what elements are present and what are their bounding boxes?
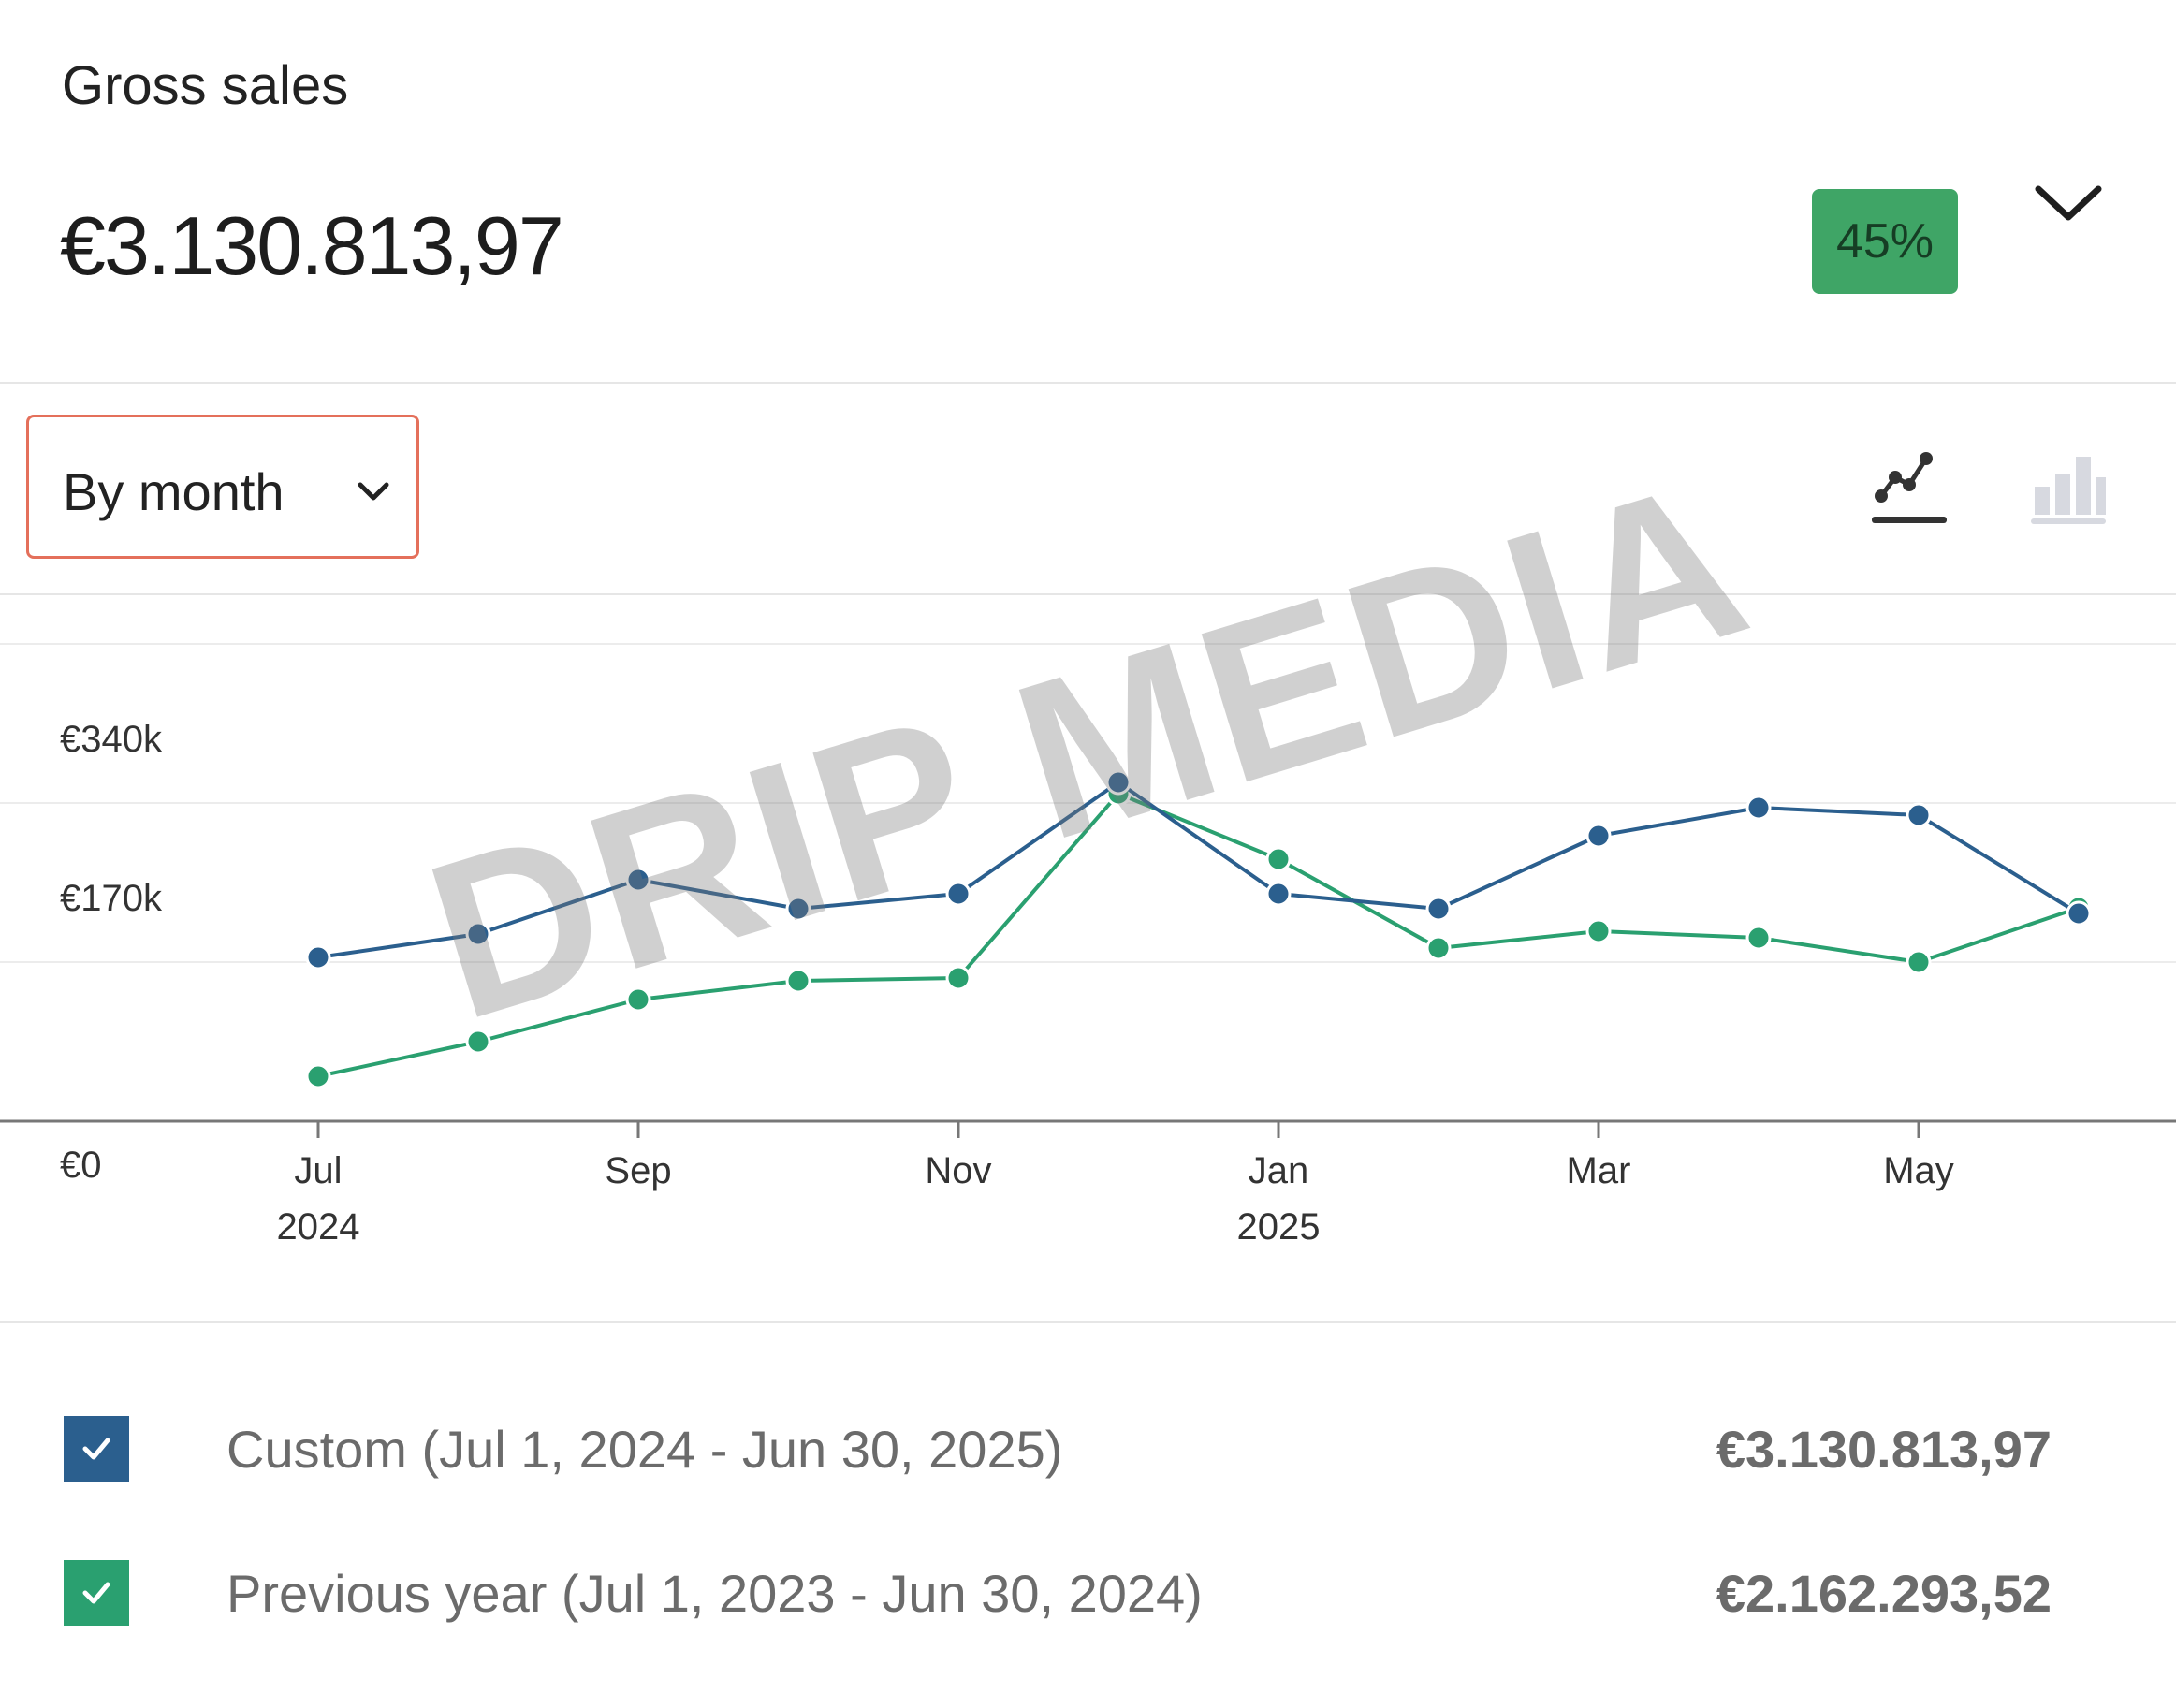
data-point (305, 1063, 331, 1089)
data-point (625, 867, 651, 893)
custom-period-checkbox[interactable] (64, 1416, 129, 1482)
data-point (1265, 881, 1292, 907)
legend-row-previous-year: Previous year (Jul 1, 2023 - Jun 30, 202… (64, 1559, 2113, 1627)
line-chart-icon (1872, 452, 1947, 523)
chevron-down-icon (2035, 185, 2102, 221)
previous-year-checkbox[interactable] (64, 1560, 129, 1626)
series-line (317, 781, 2081, 959)
sales-line-chart: €0 €170k €340k €510k Jul 2024 Sep Nov Jan 2025 Mar… (0, 599, 2176, 1248)
y-tick-label: €510k (60, 599, 163, 601)
legend-label-previous-year: Previous year (Jul 1, 2023 - Jun 30, 202… (226, 1563, 1203, 1623)
data-point (305, 944, 331, 971)
data-point (1745, 795, 1772, 821)
data-point (945, 965, 971, 991)
chevron-down-icon (358, 482, 389, 501)
period-select-value: By month (63, 462, 285, 521)
data-point (1585, 918, 1612, 944)
data-point (785, 968, 811, 994)
data-point (785, 896, 811, 922)
legend-row-custom: Custom (Jul 1, 2024 - Jun 30, 2025) €3.1… (64, 1415, 2113, 1482)
controls-divider (0, 593, 2176, 595)
line-chart-toggle[interactable] (1862, 440, 1956, 533)
data-point (1425, 896, 1452, 922)
legend-divider (0, 1321, 2176, 1323)
data-point (1906, 802, 1932, 828)
y-tick-label: €0 (60, 1145, 102, 1186)
data-point (1906, 949, 1932, 975)
x-tick-label: May (1883, 1150, 1954, 1191)
gross-sales-total: €3.130.813,97 (60, 199, 564, 292)
legend-value-custom: €3.130.813,97 (1716, 1419, 2052, 1479)
x-tick-label: Jan (1249, 1150, 1309, 1191)
x-tick-label: Mar (1567, 1150, 1631, 1191)
data-point (465, 921, 491, 947)
data-point (1425, 935, 1452, 961)
collapse-button[interactable] (2031, 178, 2106, 234)
card-title: Gross sales (62, 55, 349, 116)
series-line (317, 792, 2080, 1078)
data-point (945, 881, 971, 907)
x-tick-year-label: 2024 (277, 1206, 360, 1248)
data-point (625, 986, 651, 1013)
x-tick-label: Sep (605, 1150, 671, 1191)
data-point (465, 1029, 491, 1055)
data-point (1585, 823, 1612, 849)
checkmark-icon (82, 1438, 110, 1460)
period-select[interactable]: By month (26, 415, 419, 559)
legend-label-custom: Custom (Jul 1, 2024 - Jun 30, 2025) (226, 1419, 1063, 1479)
data-point (1745, 925, 1772, 951)
data-point (1105, 769, 1132, 796)
x-tick-label: Jul (294, 1150, 342, 1191)
y-tick-label: €340k (60, 719, 163, 760)
y-tick-label: €170k (60, 878, 163, 919)
data-point (2066, 900, 2092, 927)
data-point (1265, 846, 1292, 872)
bar-chart-icon (2031, 457, 2106, 524)
legend-value-previous-year: €2.162.293,52 (1716, 1563, 2052, 1623)
change-badge: 45% (1812, 189, 1958, 294)
header-divider (0, 382, 2176, 384)
x-tick-label: Nov (925, 1150, 991, 1191)
x-tick-year-label: 2025 (1237, 1206, 1321, 1248)
bar-chart-toggle[interactable] (2022, 440, 2115, 533)
checkmark-icon (82, 1582, 110, 1604)
